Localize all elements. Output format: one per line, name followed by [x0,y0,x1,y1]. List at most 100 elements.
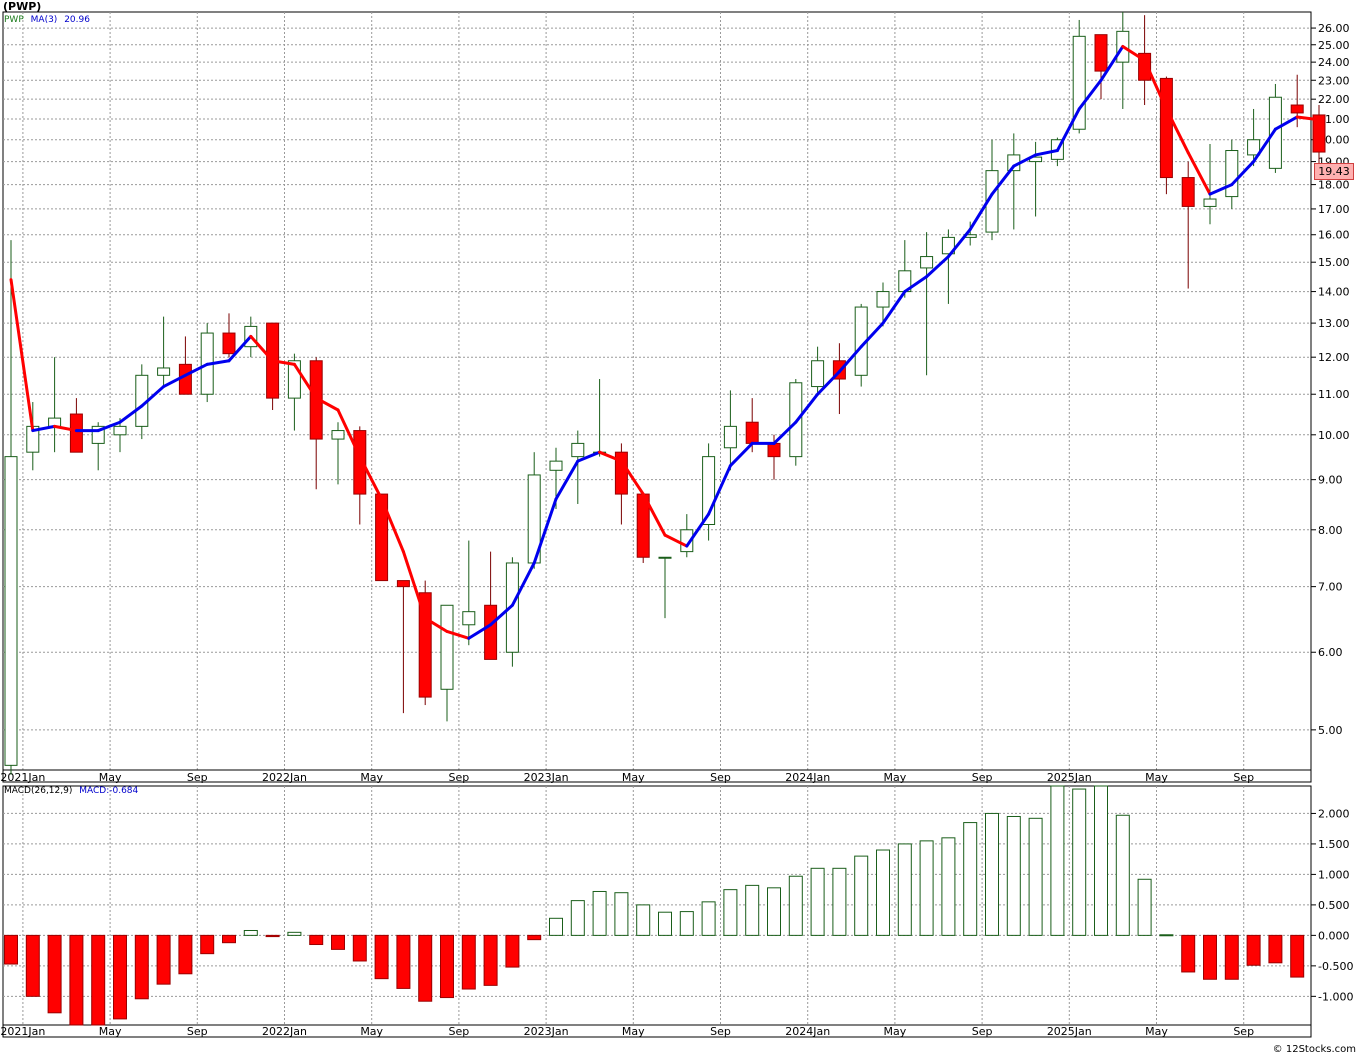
ma-line-segment [9,278,35,433]
macd-tick-label: -0.500 [1318,960,1353,973]
ma-line-segment [859,321,885,349]
candle-body [1094,34,1108,72]
price-tick-label: 17.00 [1318,203,1350,216]
macd-bar [418,934,433,1002]
candle-body [1203,198,1217,207]
macd-bar [331,934,345,950]
macd-bar [658,911,672,936]
ma-line-segment [903,275,929,294]
macd-x-label: Sep [1233,1025,1254,1038]
macd-bar [69,934,84,1026]
price-tick-label: 16.00 [1318,229,1350,242]
candle [811,346,825,395]
macd-legend-label: MACD(26,12,9) [4,786,73,796]
price-x-label: 2024Jan [785,771,830,784]
candle-body [4,456,18,766]
price-tick-label: 21.00 [1318,113,1350,126]
candle-body [811,360,825,388]
candle [571,430,585,504]
macd-bar [549,917,563,936]
candle [266,322,280,410]
macd-legend-value: MACD:-0.684 [79,786,139,796]
ma-line-segment [946,227,972,259]
macd-bar [1159,934,1174,937]
macd-tick-label: 0.000 [1318,929,1350,942]
ma-line-segment [423,616,449,633]
price-tick-label: 18.00 [1318,179,1350,192]
price-x-label: May [99,771,122,784]
legend-symbol: PWP [4,15,24,25]
price-tick-label: 12.00 [1318,351,1350,364]
macd-x-label: 2024Jan [785,1025,830,1038]
price-x-label: 2022Jan [262,771,307,784]
candle-body [1159,77,1173,179]
candle-body [941,236,955,255]
macd-x-label: 2023Jan [524,1025,569,1038]
macd-bar [1115,814,1130,936]
macd-bar [1137,878,1152,936]
price-x-label: 2023Jan [524,771,569,784]
ma-line-segment [925,255,950,279]
candle [658,556,672,619]
ma-line-segment [598,450,623,463]
macd-bar [941,837,956,936]
ma-line-segment [292,362,318,400]
candle [941,229,955,304]
ma-line-segment [772,420,798,445]
candle-body [571,442,585,458]
candle-body [920,256,934,269]
candle-body [1312,114,1326,153]
macd-bar [1094,785,1108,936]
candle [375,493,389,582]
macd-x-label: May [360,1025,383,1038]
macd-x-label: May [99,1025,122,1038]
macd-bar [1028,817,1043,936]
candle [1094,34,1108,100]
candle-body [113,425,127,436]
candle [462,540,476,646]
candle-body [505,562,519,653]
macd-bar [592,890,607,936]
last-price-label: 19.43 [1314,163,1354,180]
macd-bar [1224,934,1239,980]
candle [920,232,934,376]
candle-body [222,332,236,355]
candle-body [1247,139,1261,156]
candle [1181,161,1195,289]
macd-x-label: Sep [710,1025,731,1038]
candle [331,422,345,485]
macd-bar [134,934,149,1000]
macd-tick-label: 1.500 [1318,838,1350,851]
macd-bar [854,855,869,936]
candle-body [1225,150,1239,198]
macd-tick-label: 1.000 [1318,868,1350,881]
ma-line-segment [1295,115,1321,122]
price-x-label: Sep [972,771,993,784]
macd-bar [243,929,258,936]
candle [440,604,454,722]
macd-bar [1006,815,1021,936]
ma-line-segment [1208,183,1234,196]
ma-line-segment [794,392,820,424]
candle [1247,108,1261,167]
candle [723,390,737,471]
macd-tick-label: 0.500 [1318,899,1350,912]
candle-body [353,430,367,495]
price-tick-label: 10.00 [1318,429,1350,442]
macd-x-axis [2,1024,1312,1038]
ma-line-segment [271,359,296,366]
candle-body [375,493,389,582]
ma-line-segment [1077,78,1103,111]
candle [26,402,40,471]
ma-line-segment [1121,44,1147,62]
price-legend: PWP MA(3) 20.96 [4,15,90,25]
candle [527,452,541,569]
macd-bar [309,934,324,946]
ma-line-segment [162,373,187,389]
candle-body [462,611,476,626]
macd-bar [832,867,847,936]
macd-bar [222,934,236,944]
ma-line-segment [1143,58,1168,111]
macd-bar [679,911,694,936]
candle-body [440,604,454,690]
